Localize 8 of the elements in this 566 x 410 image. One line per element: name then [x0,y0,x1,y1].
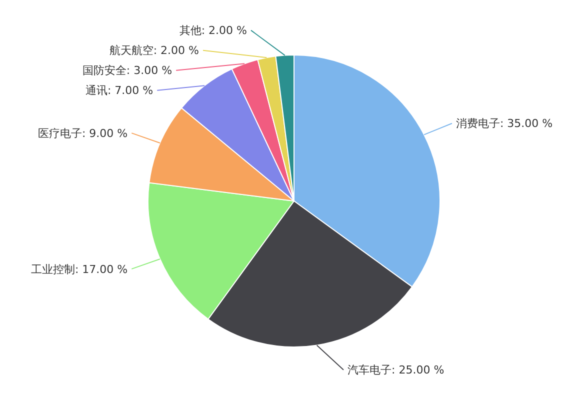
slice-label: 医疗电子: 9.00 % [38,126,128,140]
slice-label: 消费电子: 35.00 % [456,117,553,130]
slice-label: 通讯: 7.00 % [85,84,154,98]
slice-label: 工业控制: 17.00 % [30,262,128,276]
slice-label: 航天航空: 2.00 % [109,44,200,58]
slice-label: 国防安全: 3.00 % [82,64,172,78]
slice-label: 汽车电子: 25.00 % [348,364,444,377]
slice-label: 其他: 2.00 % [179,24,247,38]
